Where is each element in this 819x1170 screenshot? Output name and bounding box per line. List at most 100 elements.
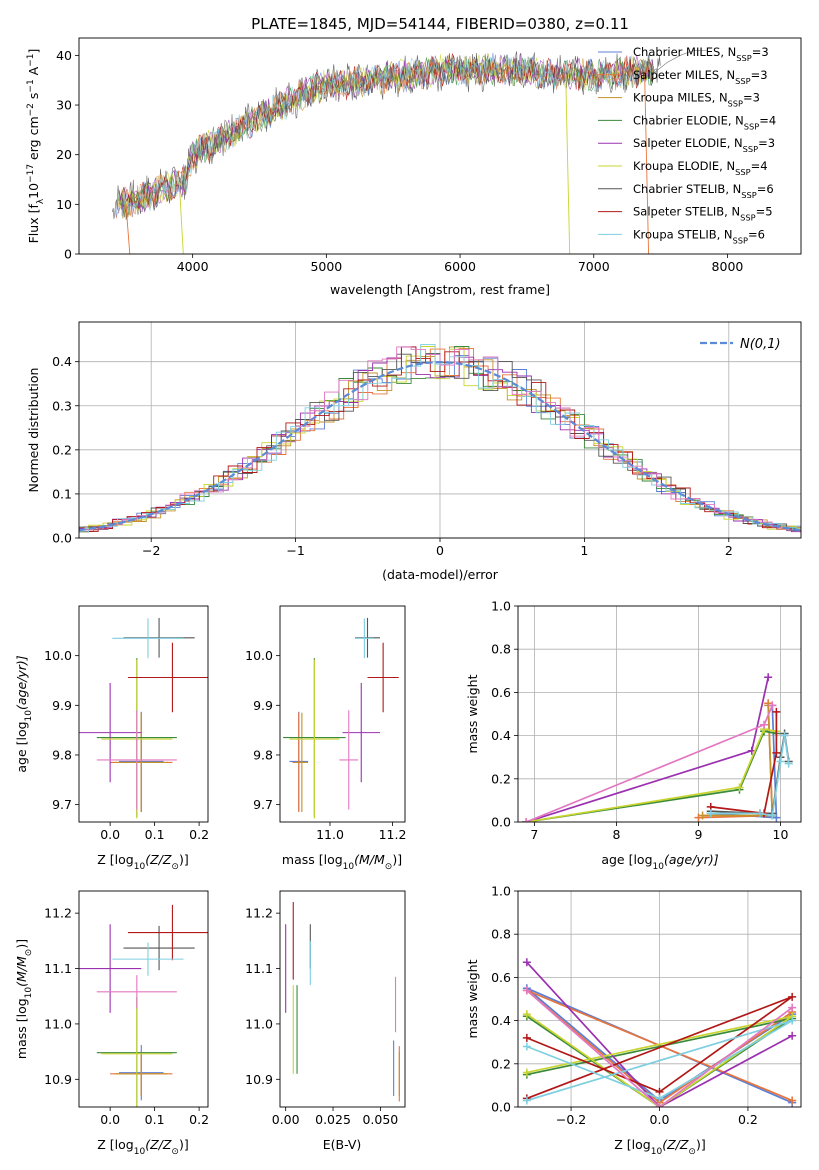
series-point-chabrier_miles	[772, 813, 781, 822]
x-tick-label: 0.050	[362, 1112, 398, 1127]
histogram-salpeter_stelib	[79, 346, 801, 533]
series-line-kroupa_miles	[702, 705, 774, 817]
legend-entry: Kroupa MILES, NSSP=3	[633, 91, 760, 109]
series-line-kroupa_elodie	[526, 1013, 793, 1107]
series-point-kroupa_stelib	[655, 1094, 664, 1103]
x-tick-label: 8000	[712, 259, 744, 274]
y-tick-label: 9.9	[52, 698, 72, 713]
legend-entry: Kroupa ELODIE, NSSP=4	[633, 159, 768, 177]
x-tick-label: 8	[612, 827, 620, 842]
x-tick-label: −1	[286, 543, 304, 558]
age-vs-mass-chart-frame	[279, 605, 406, 823]
mass-weight-vs-age-chart-plot-area	[518, 605, 801, 823]
y-tick-label: 10.9	[245, 1072, 273, 1087]
x-tick-label: 4000	[177, 259, 209, 274]
mass-vs-extinction-chart: 0.00 0.025 0.050 10.9 11.0 11.1 11.2 E(B-V)	[245, 890, 406, 1152]
age-vs-mass-chart-marks	[283, 617, 399, 819]
y-tick-label: 0.3	[52, 398, 72, 413]
y-axis-label: mass weight	[465, 959, 480, 1038]
y-axis-label: Flux [fλ10−17 erg cm−2 s−1 A−1]	[26, 49, 46, 244]
series-point-kroupa_stelib	[788, 1016, 797, 1025]
y-tick-label: 11.1	[245, 961, 273, 976]
x-tick-label: 2	[725, 543, 733, 558]
series-point-salpeter_stelib	[772, 748, 781, 757]
series-point-salpeter_elodie	[522, 958, 531, 967]
x-axis-label: age [log10(age/yr)]	[601, 852, 718, 872]
series-point-pink	[768, 701, 777, 710]
series-point-pink	[760, 720, 769, 729]
mass-vs-metallicity-chart-marks	[79, 904, 208, 1107]
series-line-salpeter_elodie	[525, 677, 770, 822]
y-tick-label: 0.2	[52, 442, 72, 457]
y-tick-label: 9.8	[52, 747, 72, 762]
y-axis-label: Normed distribution	[26, 368, 41, 493]
x-tick-label: 0.1	[145, 827, 165, 842]
mass-vs-metallicity-chart-frame	[78, 890, 209, 1108]
mass-weight-vs-metallicity-chart-marks	[522, 958, 797, 1107]
y-tick-label: 0.1	[52, 486, 72, 501]
x-tick-label: 0.0	[100, 827, 120, 842]
series-line-salpeter_stelib	[710, 711, 778, 815]
spectrum-chart: 4000 5000 6000 7000 8000 0 10 20 30 40 PLATE=1845,…	[26, 15, 802, 297]
mass-weight-vs-age-chart-frame	[517, 605, 802, 823]
age-vs-metallicity-chart: 0.0 0.1 0.2 9.7 9.8 9.9 10.0 Z [log10(Z/Z⊙)] age…	[14, 605, 209, 872]
y-tick-label: 10	[56, 197, 72, 212]
y-tick-label: 11.2	[245, 906, 273, 921]
spectrum-model-kroupa_stelib	[123, 55, 654, 217]
series-point-kroupa_stelib	[706, 809, 715, 818]
series-point-kroupa_stelib	[522, 1042, 531, 1051]
x-axis-label: mass [log10(M/M⊙)]	[282, 852, 402, 872]
x-tick-label: 0	[436, 543, 444, 558]
y-tick-label: 0.4	[491, 1013, 511, 1028]
series-point-salpeter_stelib	[772, 707, 781, 716]
x-axis-label: Z [log10(Z/Z⊙)]	[97, 852, 188, 872]
series-line-kroupa_stelib	[526, 1019, 793, 1102]
series-point-pink	[522, 986, 531, 995]
y-tick-label: 40	[56, 48, 72, 63]
y-tick-label: 10.0	[44, 648, 72, 663]
legend-entry: Chabrier MILES, NSSP=3	[633, 45, 769, 63]
x-tick-label: 0.1	[145, 1112, 165, 1127]
y-tick-label: 0.0	[491, 1100, 511, 1115]
y-tick-label: 0.0	[52, 531, 72, 546]
residuals-chart-marks	[79, 343, 801, 534]
y-tick-label: 1.0	[491, 884, 511, 899]
age-vs-metallicity-chart-frame	[78, 605, 209, 823]
series-point-pink	[655, 1103, 664, 1107]
x-tick-label: −2	[142, 543, 160, 558]
y-tick-label: 9.7	[253, 797, 273, 812]
y-tick-label: 0.4	[491, 728, 511, 743]
x-axis-label: Z [log10(Z/Z⊙)]	[97, 1137, 188, 1157]
spectrum-model-kroupa_elodie	[120, 54, 654, 218]
spectrum-cutoff-line	[178, 181, 189, 254]
spectrum-model-tail	[653, 50, 708, 74]
mass-weight-vs-age-chart-marks	[522, 673, 793, 822]
y-tick-label: 11.1	[44, 961, 72, 976]
spectrum-cutoff-line	[565, 74, 576, 254]
legend-entry: Salpeter MILES, NSSP=3	[633, 68, 768, 86]
series-line-salpeter_elodie	[526, 961, 793, 1107]
chart-title: PLATE=1845, MJD=54144, FIBERID=0380, z=0…	[251, 15, 629, 33]
y-tick-label: 1.0	[491, 599, 511, 614]
y-tick-label: 0.6	[491, 685, 511, 700]
mass-vs-extinction-chart-marks	[285, 902, 400, 1102]
series-line-pink	[525, 705, 774, 822]
x-tick-label: 7000	[578, 259, 610, 274]
y-tick-label: 20	[56, 147, 72, 162]
y-axis-label: mass [log10(M/M⊙)]	[14, 939, 34, 1059]
x-tick-label: 0.00	[272, 1112, 300, 1127]
series-line-kroupa_elodie	[526, 728, 777, 822]
y-tick-label: 0.8	[491, 927, 511, 942]
series-point-salpeter_stelib	[788, 992, 797, 1001]
legend-entry: Salpeter STELIB, NSSP=5	[633, 205, 773, 223]
series-point-kroupa_stelib	[522, 1096, 531, 1105]
series-point-pink	[522, 818, 531, 822]
legend-entry: Kroupa STELIB, NSSP=6	[633, 227, 765, 245]
y-tick-label: 9.7	[52, 797, 72, 812]
legend-entry: Chabrier STELIB, NSSP=6	[633, 182, 774, 200]
series-point-kroupa_stelib	[780, 731, 789, 740]
y-tick-label: 0.0	[491, 815, 511, 830]
age-vs-mass-chart: 11.0 11.2 9.7 9.8 9.9 10.0 mass [log10(M/M⊙)]	[245, 605, 406, 872]
mass-vs-metallicity-chart: 0.0 0.1 0.2 10.9 11.0 11.1 11.2 Z [log10(Z/Z⊙)]…	[14, 890, 209, 1157]
